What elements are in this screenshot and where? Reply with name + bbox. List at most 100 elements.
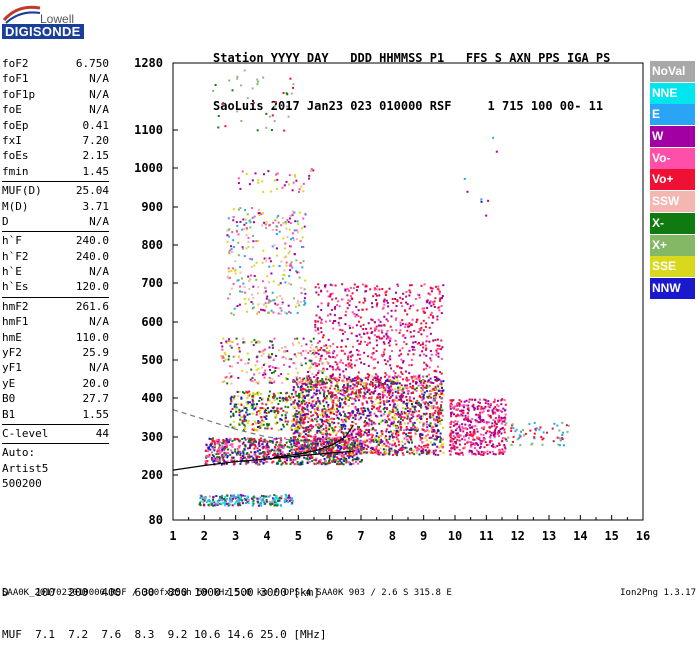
- echo-point: [215, 459, 218, 462]
- echo-point: [377, 324, 380, 327]
- echo-point: [224, 453, 227, 456]
- echo-point: [205, 455, 208, 458]
- echo-point: [306, 381, 309, 384]
- echo-point: [316, 414, 319, 417]
- echo-point: [216, 439, 219, 441]
- echo-point: [328, 418, 331, 421]
- echo-point: [298, 396, 301, 398]
- echo-point: [320, 322, 323, 324]
- echo-point: [260, 308, 263, 311]
- echo-point: [392, 406, 394, 409]
- echo-point: [434, 297, 437, 300]
- echo-point: [419, 381, 422, 384]
- echo-point: [442, 393, 445, 396]
- echo-point: [269, 439, 271, 442]
- echo-point: [376, 344, 379, 347]
- echo-point: [542, 437, 545, 440]
- echo-point: [280, 444, 283, 447]
- echo-point: [349, 286, 352, 289]
- echo-point: [309, 366, 312, 368]
- echo-point: [410, 400, 413, 403]
- echo-point: [255, 440, 257, 443]
- echo-point: [381, 393, 384, 396]
- echo-point: [272, 311, 275, 314]
- echo-point: [247, 275, 250, 278]
- echo-point: [385, 444, 388, 447]
- echo-point: [322, 441, 325, 444]
- echo-point: [226, 382, 229, 385]
- echo-point: [436, 384, 439, 387]
- echo-point: [325, 344, 328, 347]
- echo-point: [398, 382, 401, 385]
- echo-point: [299, 411, 302, 414]
- echo-point: [316, 383, 319, 386]
- echo-point: [389, 430, 392, 433]
- echo-point: [306, 462, 309, 465]
- echo-point: [291, 451, 294, 454]
- echo-point: [307, 428, 310, 431]
- parameter-group-virtual-heights: h`F 240.0 h`F2 240.0 h`E N/A h`Es 120.0: [2, 233, 109, 295]
- echo-point: [237, 395, 240, 398]
- parameter-label: foF2: [2, 57, 29, 70]
- echo-point: [377, 335, 380, 338]
- echo-point: [346, 302, 349, 305]
- echo-point: [302, 414, 305, 416]
- echo-point: [430, 381, 433, 384]
- echo-point: [336, 346, 339, 349]
- echo-point: [231, 231, 234, 234]
- echo-point: [231, 456, 233, 459]
- echo-point: [366, 434, 369, 437]
- echo-point: [279, 459, 282, 462]
- echo-point: [272, 454, 274, 457]
- echo-point: [434, 392, 437, 395]
- echo-point: [380, 329, 383, 332]
- parameter-row: foF1p N/A: [2, 87, 109, 102]
- echo-point: [356, 375, 359, 378]
- echo-point: [414, 433, 417, 436]
- echo-point: [403, 432, 406, 434]
- echo-point: [299, 352, 302, 355]
- echo-point: [319, 383, 321, 386]
- echo-point: [367, 342, 370, 345]
- echo-point: [426, 301, 429, 304]
- echo-point: [377, 449, 380, 452]
- echo-point: [289, 311, 292, 314]
- echo-point: [320, 443, 323, 446]
- echo-point: [285, 312, 288, 315]
- echo-point: [357, 413, 360, 416]
- echo-point: [420, 406, 423, 409]
- echo-point: [417, 331, 420, 334]
- echo-point: [259, 407, 262, 410]
- echo-point: [388, 356, 391, 359]
- echo-point: [259, 412, 262, 415]
- echo-point: [306, 439, 309, 442]
- echo-point: [227, 217, 230, 220]
- echo-point: [366, 444, 369, 447]
- echo-point: [429, 413, 431, 415]
- echo-point: [397, 413, 400, 415]
- echo-point: [472, 403, 475, 406]
- echo-point: [273, 399, 276, 402]
- echo-point: [387, 445, 390, 448]
- echo-point: [458, 425, 461, 428]
- echo-point: [271, 366, 274, 369]
- echo-point: [229, 423, 232, 426]
- echo-point: [346, 338, 349, 341]
- echo-point: [487, 409, 490, 412]
- echo-point: [283, 444, 286, 447]
- echo-point: [345, 364, 347, 367]
- echo-point: [242, 218, 245, 221]
- echo-point: [399, 296, 402, 299]
- echo-point: [300, 292, 303, 295]
- parameter-label: hmF1: [2, 315, 29, 329]
- echo-point: [353, 439, 356, 442]
- echo-point: [241, 369, 244, 372]
- echo-point: [561, 434, 564, 436]
- echo-point: [410, 427, 413, 430]
- echo-point: [358, 320, 360, 323]
- echo-point: [449, 444, 452, 446]
- echo-point: [450, 429, 453, 432]
- echo-point: [338, 445, 341, 448]
- echo-point: [456, 434, 459, 437]
- echo-point: [342, 463, 345, 466]
